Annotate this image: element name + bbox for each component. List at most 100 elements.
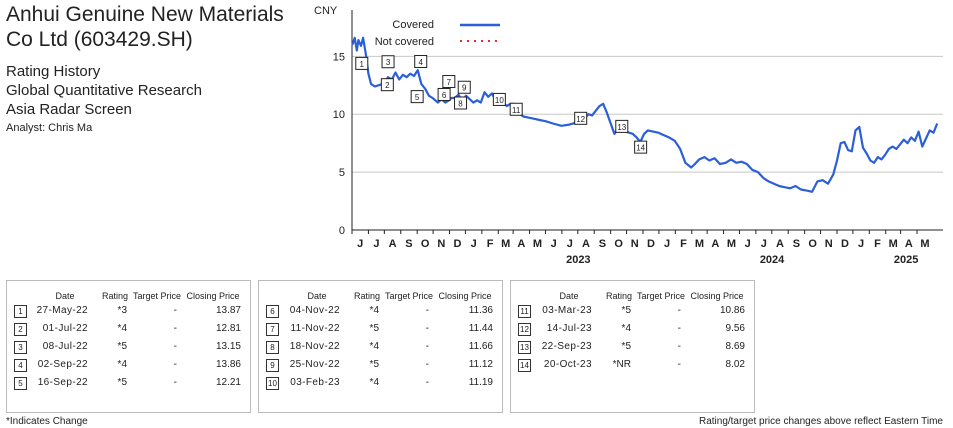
x-month-label: S <box>405 238 412 250</box>
cell-date: 02-Sep-22 <box>37 359 88 370</box>
subtitle-research: Global Quantitative Research <box>6 82 202 99</box>
rating-marker-box <box>492 92 506 106</box>
row-marker-number: 12 <box>518 323 531 336</box>
cell-date: 11-Nov-22 <box>290 323 340 334</box>
x-month-label: J <box>551 238 557 250</box>
cell-date: 16-Sep-22 <box>37 377 88 388</box>
table-row: 12 14-Jul-23 *4 - 9.56 <box>511 321 754 339</box>
rating-table-3: Date Rating Target Price Closing Price 11 03-… <box>510 280 755 413</box>
cell-target: - <box>677 359 681 370</box>
legend-label-covered: Covered <box>392 19 434 31</box>
x-month-label: N <box>437 238 445 250</box>
cell-rating: *4 <box>117 359 127 370</box>
table-header-rating: Rating <box>102 291 129 301</box>
cell-rating: *4 <box>369 341 379 352</box>
x-month-label: J <box>858 238 864 250</box>
x-month-label: O <box>421 238 430 250</box>
table-row: 2 01-Jul-22 *4 - 12.81 <box>7 321 250 339</box>
x-month-label: S <box>793 238 800 250</box>
rating-marker-box <box>615 119 629 133</box>
x-month-label: M <box>727 238 736 250</box>
cell-closing: 10.86 <box>719 305 745 316</box>
cell-date: 01-Jul-22 <box>42 323 88 334</box>
cell-date: 18-Nov-22 <box>289 341 340 352</box>
table-row: 14 20-Oct-23 *NR - 8.02 <box>511 357 754 375</box>
cell-target: - <box>173 341 177 352</box>
rating-marker-box <box>454 96 468 110</box>
x-month-label: M <box>889 238 898 250</box>
cell-target: - <box>425 305 429 316</box>
row-marker-number: 9 <box>266 359 279 372</box>
x-month-label: J <box>745 238 751 250</box>
y-tick-label: 10 <box>333 109 345 121</box>
x-month-label: D <box>647 238 655 250</box>
cell-closing: 13.15 <box>215 341 241 352</box>
cell-target: - <box>425 341 429 352</box>
x-month-label: A <box>905 238 913 250</box>
y-tick-label: 15 <box>333 51 345 63</box>
cell-rating: *5 <box>621 305 631 316</box>
x-month-label: S <box>599 238 606 250</box>
x-month-label: J <box>373 238 379 250</box>
cell-target: - <box>677 341 681 352</box>
rating-marker-box <box>634 140 648 154</box>
table-header-date: Date <box>55 291 75 301</box>
table-row: 3 08-Jul-22 *5 - 13.15 <box>7 339 250 357</box>
rating-marker-box <box>380 78 394 92</box>
row-marker-number: 4 <box>14 359 27 372</box>
price-line-covered <box>351 36 939 193</box>
rating-marker-number: 6 <box>442 91 447 100</box>
cell-date: 04-Nov-22 <box>289 305 340 316</box>
x-month-label: F <box>680 238 687 250</box>
subtitle-rating-history: Rating History <box>6 63 101 80</box>
table-row: 13 22-Sep-23 *5 - 8.69 <box>511 339 754 357</box>
cell-date: 08-Jul-22 <box>42 341 88 352</box>
table-header-closing: Closing Price <box>438 291 492 301</box>
cell-date: 22-Sep-23 <box>541 341 592 352</box>
x-month-label: J <box>357 238 363 250</box>
cell-target: - <box>425 377 429 388</box>
rating-marker-number: 12 <box>576 115 585 124</box>
cell-rating: *4 <box>369 377 379 388</box>
cell-date: 03-Mar-23 <box>542 305 592 316</box>
cell-target: - <box>425 323 429 334</box>
x-month-label: J <box>761 238 767 250</box>
x-month-label: O <box>808 238 817 250</box>
rating-marker-number: 9 <box>462 84 467 93</box>
legend-label-not-covered: Not covered <box>375 36 434 48</box>
cell-closing: 13.87 <box>215 305 241 316</box>
x-month-label: A <box>776 238 784 250</box>
rating-marker-box <box>574 111 588 125</box>
table-row: 11 03-Mar-23 *5 - 10.86 <box>511 303 754 321</box>
cell-target: - <box>173 305 177 316</box>
x-month-label: D <box>454 238 462 250</box>
cell-rating: *5 <box>369 359 379 370</box>
x-year-label: 2023 <box>566 254 590 266</box>
table-header-rating: Rating <box>606 291 633 301</box>
x-month-label: F <box>874 238 881 250</box>
rating-marker-box <box>414 55 428 69</box>
table-header-rating: Rating <box>354 291 381 301</box>
cell-closing: 11.12 <box>468 359 493 370</box>
x-month-label: N <box>631 238 639 250</box>
table-row: 7 11-Nov-22 *5 - 11.44 <box>259 321 502 339</box>
row-marker-number: 2 <box>14 323 27 336</box>
row-marker-number: 7 <box>266 323 279 336</box>
rating-marker-number: 14 <box>636 144 645 153</box>
cell-date: 03-Feb-23 <box>290 377 340 388</box>
table-row: 4 02-Sep-22 *4 - 13.86 <box>7 357 250 375</box>
analyst-name: Analyst: Chris Ma <box>6 122 93 134</box>
table-header-target: Target Price <box>636 291 686 301</box>
x-month-label: A <box>517 238 525 250</box>
cell-date: 14-Jul-23 <box>546 323 592 334</box>
rating-marker-number: 2 <box>385 81 390 90</box>
x-month-label: N <box>825 238 833 250</box>
table-row: 10 03-Feb-23 *4 - 11.19 <box>259 375 502 393</box>
x-month-label: M <box>533 238 542 250</box>
table-header-closing: Closing Price <box>690 291 744 301</box>
cell-closing: 8.69 <box>725 341 745 352</box>
x-month-label: J <box>471 238 477 250</box>
x-month-label: M <box>695 238 704 250</box>
x-month-label: A <box>582 238 590 250</box>
cell-closing: 9.56 <box>725 323 745 334</box>
